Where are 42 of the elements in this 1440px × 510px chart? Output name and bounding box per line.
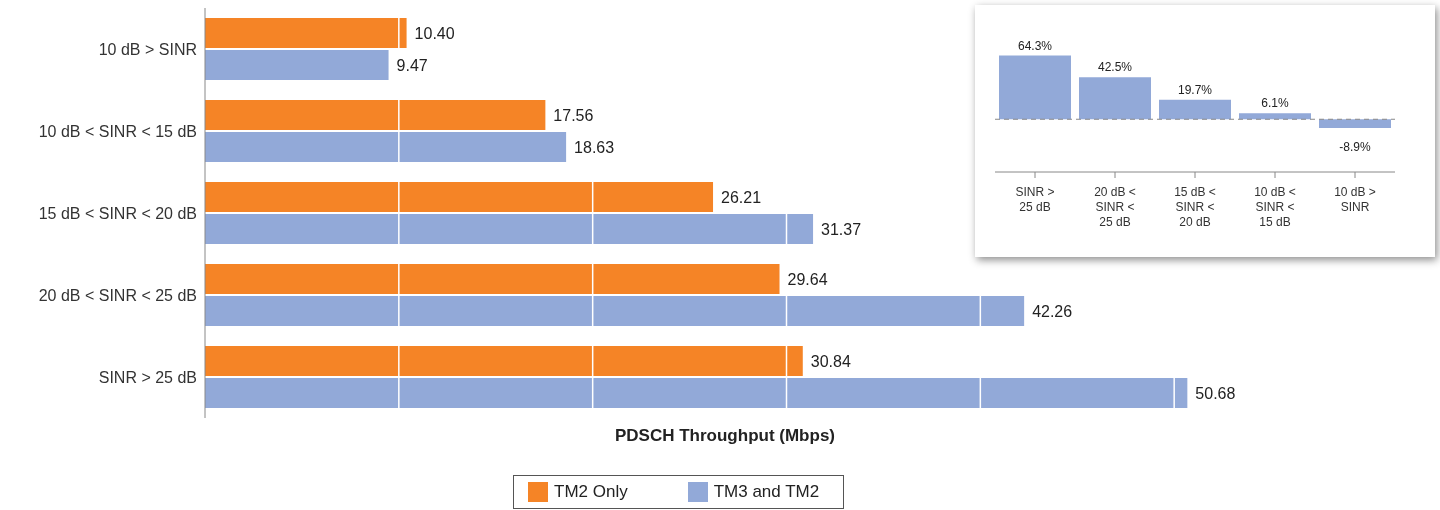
bar xyxy=(205,182,714,212)
bar xyxy=(999,55,1071,120)
bar xyxy=(205,214,814,244)
x-tick-label: 10 dB > SINR xyxy=(1334,185,1376,214)
bar xyxy=(1159,99,1231,120)
x-tick-label: 15 dB < SINR < 20 dB xyxy=(1174,185,1216,229)
bar xyxy=(205,296,1025,326)
bar xyxy=(1239,113,1311,120)
bar xyxy=(205,378,1188,408)
data-label: 30.84 xyxy=(810,352,851,370)
y-tick-label: 20 dB < SINR < 25 dB xyxy=(38,286,197,304)
data-label: 6.1% xyxy=(1261,96,1289,111)
data-label: -8.9% xyxy=(1339,139,1371,154)
data-label: 17.56 xyxy=(553,106,594,124)
data-label: 64.3% xyxy=(1017,38,1053,53)
bar xyxy=(205,132,567,162)
x-tick-label: 10 dB < SINR < 15 dB xyxy=(1254,185,1296,229)
bar xyxy=(205,264,780,294)
x-axis-title: PDSCH Throughput (Mbps) xyxy=(614,426,836,446)
legend-label: TM3 and TM2 xyxy=(713,482,820,502)
data-label: 26.21 xyxy=(721,188,762,206)
data-label: 9.47 xyxy=(396,56,428,74)
bar xyxy=(205,50,389,80)
data-label: 50.68 xyxy=(1195,384,1236,402)
bar xyxy=(205,18,407,48)
data-label: 42.26 xyxy=(1032,302,1073,320)
y-tick-label: 10 dB < SINR < 15 dB xyxy=(38,122,197,140)
y-tick-label: 10 dB > SINR xyxy=(98,40,197,58)
x-tick-label: SINR > 25 dB xyxy=(1015,185,1055,214)
data-label: 42.5% xyxy=(1097,60,1133,75)
bar xyxy=(1319,119,1391,129)
data-label: 19.7% xyxy=(1177,82,1213,97)
data-label: 10.40 xyxy=(414,24,455,42)
y-tick-label: SINR > 25 dB xyxy=(98,368,197,386)
data-label: 31.37 xyxy=(821,220,862,238)
data-label: 18.63 xyxy=(574,138,615,156)
legend-label: TM2 Only xyxy=(554,482,628,502)
data-label: 29.64 xyxy=(787,270,828,288)
x-tick-label: 20 dB < SINR < 25 dB xyxy=(1094,185,1136,229)
bar xyxy=(1079,77,1151,120)
bar xyxy=(205,100,546,130)
bar xyxy=(205,346,803,376)
